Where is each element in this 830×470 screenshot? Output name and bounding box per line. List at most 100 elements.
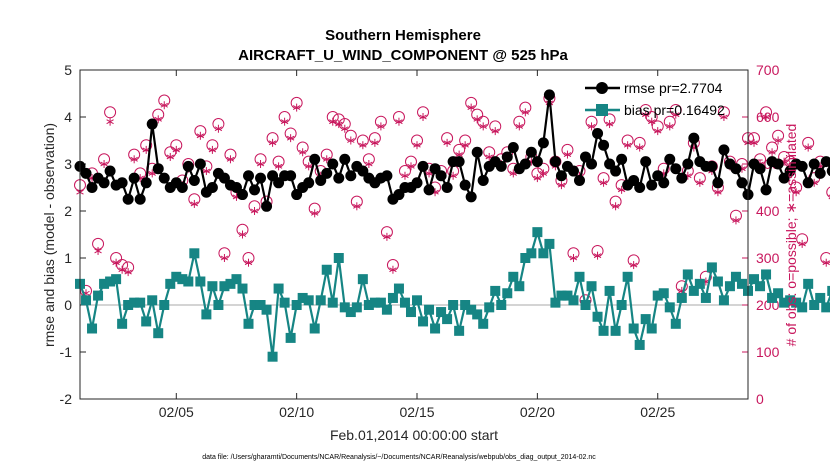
rmse-point [706, 160, 718, 172]
bias-point [634, 339, 645, 350]
bias-point [496, 300, 507, 310]
bias-point [213, 300, 224, 310]
chart-title: Southern Hemisphere [325, 27, 481, 44]
x-tick-label: 02/25 [640, 404, 675, 420]
bias-point [827, 285, 830, 296]
plot-frame [79, 69, 749, 400]
rmse-point [802, 177, 814, 189]
bias-point [177, 274, 188, 285]
obs-assimilated-point [310, 209, 319, 218]
bias-point [454, 325, 465, 336]
bias-point [755, 281, 766, 292]
bias-point [724, 281, 735, 292]
rmse-point [249, 184, 261, 196]
rmse-point [826, 166, 830, 177]
bias-point [387, 292, 398, 303]
rmse-point [543, 89, 555, 101]
bias-point [532, 227, 543, 238]
obs-assimilated-point [521, 108, 530, 117]
bias-point [363, 300, 374, 310]
bias-point [375, 297, 386, 308]
y-right-tick-label: 100 [756, 344, 780, 360]
rmse-point [236, 189, 248, 201]
rmse-point [417, 160, 429, 172]
y-right-tick-label: 400 [756, 203, 780, 219]
bias-point [267, 351, 278, 362]
rmse-point [339, 153, 351, 165]
bias-point [333, 253, 344, 263]
x-tick-label: 02/10 [279, 404, 314, 420]
bias-point [646, 323, 657, 334]
bias-point [574, 271, 585, 282]
bias-point [291, 300, 302, 310]
obs-assimilated-point [298, 148, 307, 157]
bias-point [568, 295, 579, 306]
bias-point [604, 285, 615, 296]
rmse-point [465, 191, 477, 203]
rmse-point [188, 174, 200, 186]
bias-point [652, 290, 663, 301]
y-tick-label: 3 [64, 156, 72, 172]
bias-point [736, 278, 747, 289]
bias-point [147, 295, 158, 306]
y-tick-label: -2 [60, 391, 73, 407]
bias-point [309, 323, 320, 334]
obs-assimilated-point [641, 110, 650, 119]
obs-assimilated-point [593, 251, 602, 260]
bias-point [466, 304, 477, 315]
y-right-tick-label: 300 [756, 250, 780, 266]
obs-assimilated-point [280, 117, 289, 126]
obs-assimilated-point [94, 246, 102, 255]
rmse-point [98, 177, 110, 189]
bias-point [231, 274, 242, 285]
obs-assimilated-point [533, 174, 542, 183]
obs-assimilated-point [768, 148, 776, 157]
obs-assimilated-point [666, 122, 674, 131]
bias-point [297, 292, 308, 303]
rmse-point [321, 167, 333, 179]
rmse-point [616, 153, 628, 165]
bias-point [448, 300, 459, 310]
legend: rmse pr=2.7704 bias pr=0.16492 [585, 80, 725, 118]
rmse-point [303, 177, 315, 189]
obs-assimilated-point [647, 117, 656, 126]
obs-assimilated-point [822, 258, 830, 267]
obs-assimilated-point [100, 160, 108, 168]
bias-point [821, 302, 830, 313]
bias-point [520, 253, 531, 263]
rmse-point [610, 165, 622, 177]
obs-assimilated-point [762, 113, 770, 121]
bias-point [700, 292, 711, 303]
obs-assimilated-point [130, 155, 138, 164]
bias-point [273, 283, 284, 294]
obs-assimilated-point [166, 152, 174, 161]
bias-point [658, 288, 669, 299]
bias-point [815, 292, 826, 303]
bias-point [688, 285, 699, 296]
obs-assimilated-point [750, 138, 758, 147]
obs-assimilated-point [461, 141, 469, 150]
obs-assimilated-point [220, 254, 229, 262]
obs-assimilated-point [623, 141, 632, 150]
rmse-point [676, 172, 688, 184]
obs-assimilated-point [347, 136, 355, 145]
obs-assimilated-point [304, 162, 313, 171]
rmse-point [537, 137, 549, 149]
rmse-point [345, 170, 357, 182]
rmse-point [86, 182, 98, 193]
y-tick-label: 5 [64, 62, 72, 78]
rmse-point [128, 172, 140, 184]
bias-point [303, 295, 314, 306]
bias-point [418, 316, 429, 327]
obs-assimilated-point [539, 169, 548, 178]
rmse-point [453, 156, 465, 168]
bias-point [694, 278, 705, 289]
obs-assimilated-point [792, 188, 800, 197]
obs-assimilated-point [341, 124, 349, 133]
bias-point [706, 262, 717, 273]
bias-point [129, 297, 140, 308]
bias-point [255, 300, 266, 310]
bias-point [117, 318, 128, 329]
legend-bias-marker [596, 104, 608, 116]
rmse-point [134, 193, 146, 205]
